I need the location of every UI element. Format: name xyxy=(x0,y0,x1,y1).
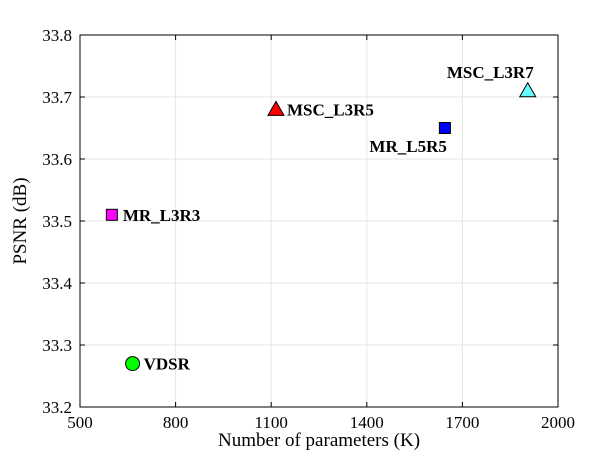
x-tick-label: 1100 xyxy=(255,413,288,432)
point-msc-l3r7-label: MSC_L3R7 xyxy=(447,63,534,82)
y-axis-label: PSNR (dB) xyxy=(10,177,31,264)
x-tick-label: 2000 xyxy=(541,413,575,432)
x-tick-label: 500 xyxy=(67,413,93,432)
point-msc-l3r7-marker xyxy=(518,81,537,98)
point-msc-l3r5-marker xyxy=(267,100,285,116)
y-tick-label: 33.2 xyxy=(42,398,72,417)
y-tick-label: 33.5 xyxy=(42,212,72,231)
x-tick-label: 1400 xyxy=(350,413,384,432)
y-tick-label: 33.8 xyxy=(42,26,72,45)
x-tick-label: 800 xyxy=(163,413,189,432)
y-tick-label: 33.3 xyxy=(42,336,72,355)
data-points: MSC_L3R7 MSC_L3R5 MR_L5R5 MR_L3R3 VDSR xyxy=(105,63,537,374)
point-mr-l3r3-label: MR_L3R3 xyxy=(123,206,200,225)
point-mr-l5r5-label: MR_L5R5 xyxy=(369,137,446,156)
x-axis-label: Number of parameters (K) xyxy=(218,430,420,451)
point-mr-l3r3-marker xyxy=(105,208,118,221)
x-tick-label: 1700 xyxy=(445,413,479,432)
y-tick-label: 33.6 xyxy=(42,150,72,169)
y-axis: 33.2 33.3 33.4 33.5 33.6 33.7 33.8 xyxy=(42,26,558,417)
point-msc-l3r5-label: MSC_L3R5 xyxy=(287,100,374,119)
y-tick-label: 33.7 xyxy=(42,88,72,107)
point-mr-l5r5-marker xyxy=(438,122,451,134)
y-tick-label: 33.4 xyxy=(42,274,72,293)
x-axis: 500 800 1100 1400 1700 2000 xyxy=(67,35,575,432)
point-vdsr-marker xyxy=(125,356,141,372)
point-vdsr-label: VDSR xyxy=(144,355,191,374)
